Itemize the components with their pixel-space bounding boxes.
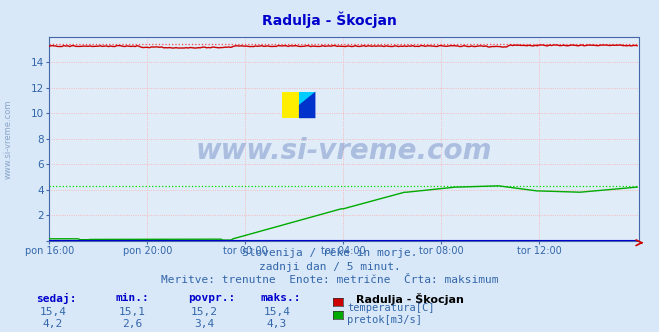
Text: Radulja - Škocjan: Radulja - Škocjan — [356, 293, 464, 305]
Text: 4,2: 4,2 — [43, 319, 63, 329]
Text: 15,2: 15,2 — [191, 307, 217, 317]
Text: www.si-vreme.com: www.si-vreme.com — [196, 137, 492, 165]
Bar — [299, 92, 316, 118]
Text: 15,1: 15,1 — [119, 307, 145, 317]
Text: Meritve: trenutne  Enote: metrične  Črta: maksimum: Meritve: trenutne Enote: metrične Črta: … — [161, 275, 498, 285]
Text: Radulja - Škocjan: Radulja - Škocjan — [262, 12, 397, 28]
Text: 2,6: 2,6 — [122, 319, 142, 329]
Text: zadnji dan / 5 minut.: zadnji dan / 5 minut. — [258, 262, 401, 272]
Text: 15,4: 15,4 — [40, 307, 66, 317]
Text: sedaj:: sedaj: — [36, 293, 76, 304]
Text: pretok[m3/s]: pretok[m3/s] — [347, 315, 422, 325]
Text: 15,4: 15,4 — [264, 307, 290, 317]
Text: Slovenija / reke in morje.: Slovenija / reke in morje. — [242, 248, 417, 258]
Bar — [283, 92, 299, 118]
Text: 4,3: 4,3 — [267, 319, 287, 329]
Text: www.si-vreme.com: www.si-vreme.com — [3, 100, 13, 179]
Text: min.:: min.: — [115, 293, 149, 303]
Text: temperatura[C]: temperatura[C] — [347, 303, 435, 313]
Text: povpr.:: povpr.: — [188, 293, 235, 303]
Text: 3,4: 3,4 — [194, 319, 214, 329]
PathPatch shape — [299, 92, 316, 118]
Text: maks.:: maks.: — [260, 293, 301, 303]
